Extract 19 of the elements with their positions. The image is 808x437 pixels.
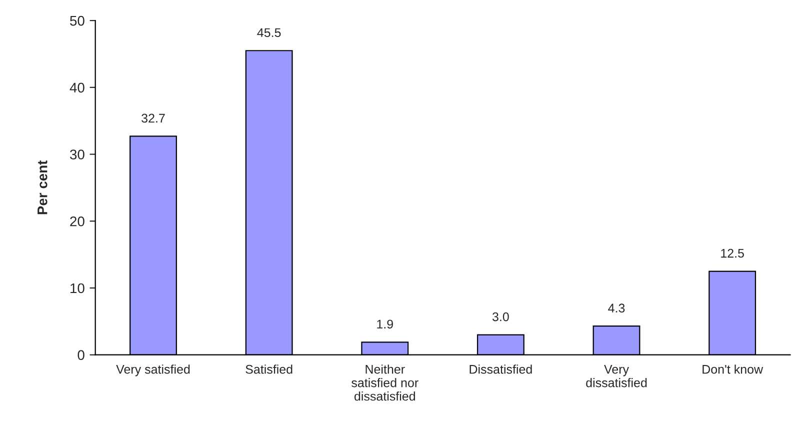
x-tick-label: Very satisfied bbox=[116, 364, 190, 376]
data-label: 1.9 bbox=[377, 320, 393, 329]
data-label: 12.5 bbox=[721, 248, 744, 258]
x-tick-label: Neither satisfied nor dissatisfied bbox=[352, 364, 418, 401]
data-label: 4.3 bbox=[608, 304, 625, 313]
x-tick-label: Don't know bbox=[702, 364, 764, 374]
y-tick-label: 40 bbox=[70, 82, 84, 93]
y-tick-label: 20 bbox=[70, 216, 84, 226]
x-tick-label: Satisfied bbox=[246, 364, 292, 374]
data-label: 3.0 bbox=[492, 312, 509, 322]
data-label: 45.5 bbox=[257, 28, 281, 38]
y-tick-label: 50 bbox=[70, 16, 84, 26]
y-tick-label: 10 bbox=[70, 283, 84, 294]
y-axis-title: Per cent bbox=[38, 160, 48, 214]
x-tick-label: Very dissatisfied bbox=[586, 365, 647, 388]
y-tick-label: 30 bbox=[70, 150, 84, 160]
data-label: 32.7 bbox=[142, 114, 165, 123]
y-tick-label: 0 bbox=[78, 350, 84, 360]
x-tick-label: Dissatisfied bbox=[470, 364, 532, 374]
